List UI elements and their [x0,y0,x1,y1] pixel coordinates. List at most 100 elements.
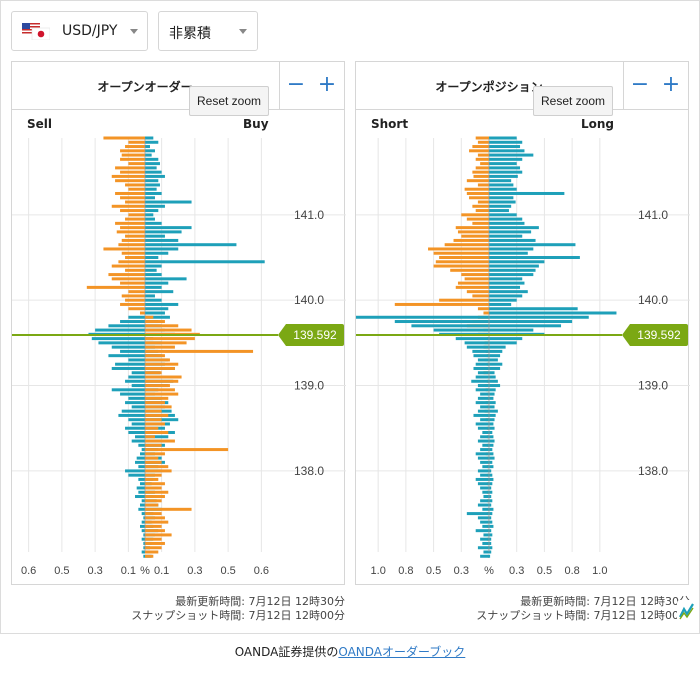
sell-bar [145,426,159,430]
short-bar [482,443,489,447]
zoom-in-button[interactable]: + [661,72,681,97]
long-bar [489,174,518,178]
buy-bar [98,341,145,345]
buy-bar [145,256,159,259]
buy-bar [145,140,159,144]
long-bar [489,495,492,499]
buy-bar [145,166,157,170]
short-bar [356,315,489,319]
buy-bar [145,145,150,149]
sell-bar [111,174,145,178]
buy-bar [141,550,145,554]
long-bar [489,140,523,144]
buy-bar [128,396,145,400]
sell-bar [145,375,182,379]
reset-zoom-button[interactable]: Reset zoom [189,86,269,116]
buy-bar [145,268,157,272]
long-bar [489,204,512,208]
chevron-down-icon [130,29,138,34]
short-bar [477,482,489,486]
sell-bar [145,354,165,358]
long-bar [489,136,517,140]
short-bar [483,311,489,315]
sell-bar [111,204,145,208]
y-tick-label: 138.0 [638,464,668,478]
orderbook-charts: 0.6 0.5 0.3 0.1% 0.1 0.3 0.5 0.6 141.0 140.0 139.0… [12,136,690,577]
updated-time: 最新更新時間: 7月12日 12時30分 [520,595,690,608]
sell-bar [145,516,165,520]
short-bar [394,302,489,306]
current-price-label: 139.592 [637,328,681,342]
reset-zoom-button[interactable]: Reset zoom [533,86,613,116]
zoom-out-button[interactable]: − [286,72,306,97]
buy-bar [145,435,169,439]
short-bar [480,499,489,503]
sell-bar [145,503,159,507]
long-bar [489,482,493,486]
buy-bar [111,345,145,349]
zoom-in-button[interactable]: + [317,72,337,97]
long-bar [489,302,512,306]
short-bar [477,384,489,388]
y-tick-label: 140.0 [638,293,668,307]
short-bar [461,213,489,217]
sell-bar [145,490,169,494]
long-bar [489,541,492,545]
buy-bar [120,349,145,353]
x-tick-label: 0.5 [537,565,552,577]
buy-bar [143,516,145,520]
sell-bar [145,320,165,324]
buy-bar [141,499,145,503]
short-bar [480,435,489,439]
long-bar [489,503,492,507]
zoom-out-button[interactable]: − [630,72,650,97]
credit-prefix: OANDA証券提供の [234,645,339,659]
sell-bar [125,145,145,149]
long-bar [489,507,494,511]
buy-bar [120,392,145,396]
current-price-label: 139.592 [293,328,337,342]
sell-bar [145,405,172,409]
short-bar [433,264,489,268]
buy-bar [118,413,145,417]
short-bar [480,418,489,422]
sell-bar [145,499,162,503]
x-tick-label: 0.5 [54,565,69,577]
x-tick-label: 0.3 [509,565,524,577]
buy-bar [145,187,157,191]
buy-bar [141,448,145,452]
short-bar [475,166,489,170]
buy-bar [145,153,152,157]
short-bar [464,277,489,281]
currency-pair-select[interactable]: USD/JPY [11,11,148,51]
long-bar [489,443,494,447]
sell-bar [145,452,165,456]
sell-bar [145,473,162,477]
open-orders-panel: オープンオーダー − + Sell Buy [11,61,345,585]
buy-bar [145,247,179,251]
short-bar [466,512,489,516]
short-bar [473,174,489,178]
x-tick-label: 0.6 [254,565,269,577]
sell-bar [145,477,159,481]
short-bar [480,448,489,452]
buy-bar [131,384,145,388]
long-bar [489,392,495,396]
buy-bar [108,324,145,328]
short-bar [475,477,489,481]
buy-bar [136,486,145,490]
long-bar [489,268,536,272]
sell-bar [120,170,145,174]
buy-bar [128,358,145,362]
mode-select[interactable]: 非累積 [158,11,258,51]
snapshot-time: スナップショット時間: 7月12日 12時00分 [476,609,690,622]
short-bar [477,409,489,413]
buy-bar [138,465,145,469]
orderbook-link[interactable]: OANDAオーダーブック [338,645,466,659]
short-bar [482,465,489,469]
us-jp-flag-icon [22,23,50,40]
long-bar [489,349,503,353]
buy-bar [131,371,145,375]
short-bar [477,307,489,311]
buy-bar [108,354,145,358]
